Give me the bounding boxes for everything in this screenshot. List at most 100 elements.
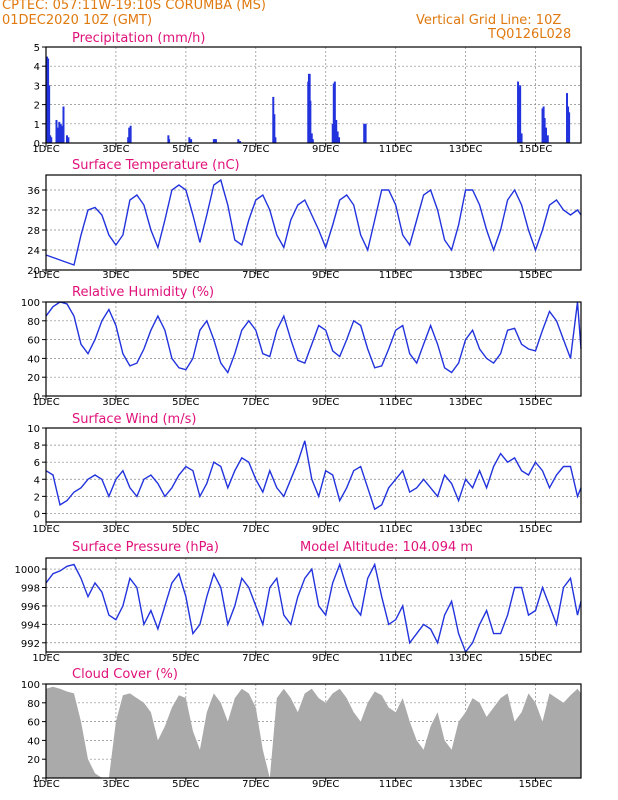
- x-tick-label: 5DEC: [172, 524, 199, 535]
- x-tick-label: 3DEC: [102, 779, 129, 790]
- y-tick-label: 100: [21, 680, 40, 691]
- precip-bar: [46, 56, 49, 143]
- precip-bar: [67, 137, 70, 143]
- y-tick-label: 36: [27, 186, 40, 197]
- y-tick-label: 4: [34, 62, 40, 73]
- y-tick-label: 0: [34, 392, 40, 403]
- series-line: [45, 562, 582, 654]
- panel-1: [42, 174, 582, 274]
- precip-bar: [519, 85, 522, 143]
- x-tick-label: 7DEC: [242, 653, 269, 664]
- precip-bar: [214, 139, 217, 143]
- y-tick-label: 20: [27, 755, 40, 766]
- plot-frame: [45, 301, 582, 397]
- series-line: [45, 440, 582, 511]
- y-tick-label: 10: [27, 424, 40, 435]
- precip-bar: [238, 141, 241, 143]
- y-tick-label: 40: [27, 736, 40, 747]
- y-tick-label: 100: [21, 298, 40, 309]
- precip-bar: [127, 137, 130, 143]
- precip-bar: [213, 139, 216, 143]
- x-tick-label: 7DEC: [242, 524, 269, 535]
- x-tick-label: 1DEC: [32, 779, 59, 790]
- x-tick-label: 5DEC: [172, 270, 199, 281]
- x-tick-label: 11DEC: [379, 653, 413, 664]
- precip-bar: [188, 137, 191, 143]
- model-label: TQ0126L028: [488, 27, 572, 42]
- panel-0: [42, 46, 582, 147]
- x-tick-label: 11DEC: [379, 524, 413, 535]
- plot-frame: [45, 557, 582, 653]
- precip-bar: [566, 93, 569, 143]
- precip-bar: [65, 135, 68, 143]
- x-tick-label: 15DEC: [519, 270, 553, 281]
- x-tick-label: 13DEC: [449, 653, 483, 664]
- x-tick-label: 1DEC: [32, 397, 59, 408]
- precip-bar: [129, 125, 132, 143]
- precip-bar: [568, 112, 571, 143]
- precip-bar: [128, 127, 131, 143]
- panel-title: Cloud Cover (%): [72, 667, 178, 682]
- x-tick-label: 15DEC: [519, 524, 553, 535]
- precip-bar: [190, 139, 193, 143]
- date-label: 01DEC2020 10Z (GMT): [2, 13, 153, 28]
- precip-bar: [239, 141, 242, 143]
- x-tick-label: 5DEC: [172, 144, 199, 155]
- y-tick-label: 3: [34, 81, 40, 92]
- y-tick-label: 32: [27, 206, 40, 217]
- x-tick-label: 11DEC: [379, 270, 413, 281]
- x-tick-label: 7DEC: [242, 270, 269, 281]
- panel-title: Surface Temperature (nC): [72, 158, 240, 173]
- precip-bar: [59, 123, 62, 143]
- panel-title: Relative Humidity (%): [72, 285, 214, 300]
- precip-bar: [272, 96, 275, 143]
- precip-bar: [56, 127, 59, 143]
- plot-frame: [45, 683, 582, 779]
- panel-title: Surface Wind (m/s): [72, 412, 196, 427]
- precip-bar: [363, 123, 366, 143]
- x-tick-label: 13DEC: [449, 779, 483, 790]
- x-tick-label: 1DEC: [32, 144, 59, 155]
- precip-bar: [311, 139, 314, 143]
- x-tick-label: 9DEC: [312, 524, 339, 535]
- x-tick-label: 5DEC: [172, 397, 199, 408]
- y-tick-label: 996: [21, 602, 40, 613]
- x-tick-label: 3DEC: [102, 397, 129, 408]
- grid-note: Vertical Grid Line: 10Z: [416, 13, 562, 28]
- precip-bar: [273, 114, 276, 143]
- panel-title: Surface Pressure (hPa): [72, 540, 219, 555]
- y-tick-label: 0: [34, 774, 40, 785]
- y-tick-label: 994: [21, 620, 40, 631]
- x-tick-label: 11DEC: [379, 779, 413, 790]
- y-tick-label: 992: [21, 639, 40, 650]
- x-tick-label: 5DEC: [172, 779, 199, 790]
- precip-bar: [212, 139, 215, 143]
- plot-frame: [45, 427, 582, 523]
- precip-bar: [55, 119, 58, 143]
- x-tick-label: 13DEC: [449, 144, 483, 155]
- precip-bar: [62, 106, 65, 143]
- x-tick-label: 15DEC: [519, 144, 553, 155]
- x-tick-label: 1DEC: [32, 653, 59, 664]
- y-tick-label: 2: [34, 101, 40, 112]
- precip-bar: [58, 121, 61, 143]
- y-tick-label: 1000: [15, 565, 40, 576]
- precip-bar: [49, 135, 52, 143]
- y-tick-label: 998: [21, 583, 40, 594]
- x-tick-label: 1DEC: [32, 270, 59, 281]
- x-tick-label: 7DEC: [242, 779, 269, 790]
- precip-bar: [331, 123, 334, 143]
- x-tick-label: 9DEC: [312, 653, 339, 664]
- y-tick-label: 2: [34, 492, 40, 503]
- precip-bar: [545, 127, 548, 143]
- x-tick-label: 11DEC: [379, 397, 413, 408]
- y-tick-label: 5: [34, 43, 40, 54]
- x-tick-label: 3DEC: [102, 653, 129, 664]
- precip-bar: [309, 100, 312, 143]
- x-tick-label: 5DEC: [172, 653, 199, 664]
- precip-bar: [364, 123, 367, 143]
- x-tick-label: 9DEC: [312, 779, 339, 790]
- precip-bar: [338, 137, 341, 143]
- x-tick-label: 7DEC: [242, 144, 269, 155]
